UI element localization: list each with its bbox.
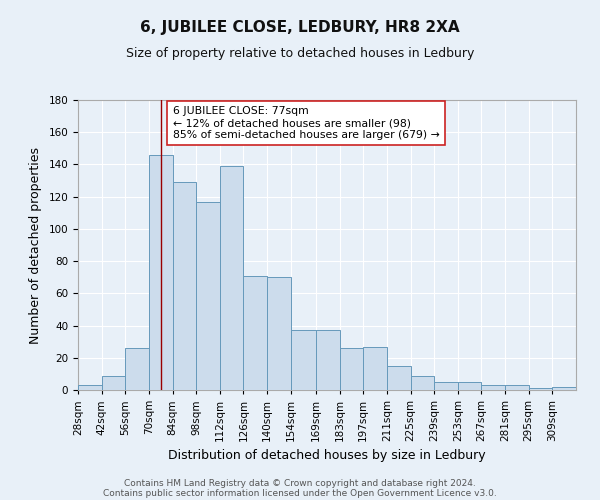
- Bar: [220, 166, 244, 390]
- Bar: [149, 155, 173, 390]
- Bar: [267, 277, 291, 390]
- Bar: [481, 385, 505, 390]
- Text: Contains HM Land Registry data © Crown copyright and database right 2024.: Contains HM Land Registry data © Crown c…: [124, 478, 476, 488]
- Bar: [410, 376, 434, 390]
- Bar: [458, 382, 481, 390]
- Text: 6 JUBILEE CLOSE: 77sqm
← 12% of detached houses are smaller (98)
85% of semi-det: 6 JUBILEE CLOSE: 77sqm ← 12% of detached…: [173, 106, 439, 140]
- Bar: [505, 385, 529, 390]
- Bar: [434, 382, 458, 390]
- Bar: [173, 182, 196, 390]
- Bar: [244, 276, 267, 390]
- Bar: [196, 202, 220, 390]
- Bar: [363, 346, 387, 390]
- Bar: [78, 385, 101, 390]
- Bar: [553, 387, 576, 390]
- Y-axis label: Number of detached properties: Number of detached properties: [29, 146, 41, 344]
- Bar: [529, 388, 553, 390]
- Text: 6, JUBILEE CLOSE, LEDBURY, HR8 2XA: 6, JUBILEE CLOSE, LEDBURY, HR8 2XA: [140, 20, 460, 35]
- Bar: [316, 330, 340, 390]
- Bar: [387, 366, 410, 390]
- Text: Size of property relative to detached houses in Ledbury: Size of property relative to detached ho…: [126, 48, 474, 60]
- X-axis label: Distribution of detached houses by size in Ledbury: Distribution of detached houses by size …: [168, 450, 486, 462]
- Bar: [291, 330, 316, 390]
- Bar: [340, 348, 363, 390]
- Text: Contains public sector information licensed under the Open Government Licence v3: Contains public sector information licen…: [103, 488, 497, 498]
- Bar: [101, 376, 125, 390]
- Bar: [125, 348, 149, 390]
